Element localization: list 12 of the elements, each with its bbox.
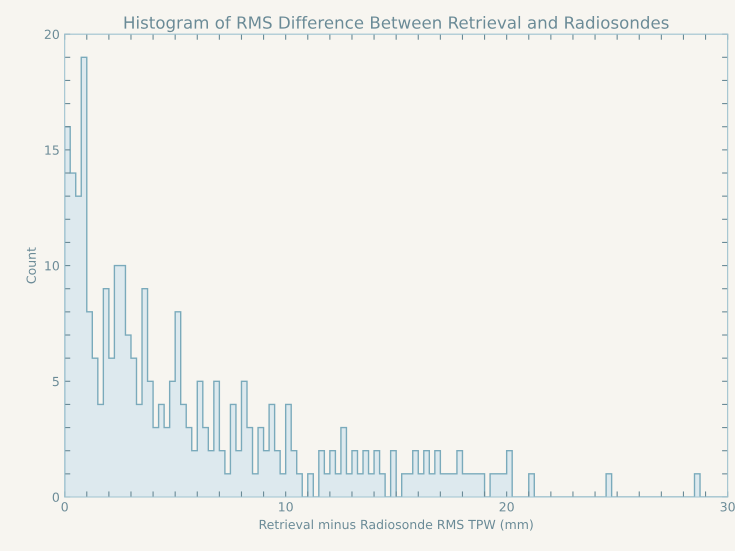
y-tick-label: 10 [45,261,59,271]
x-tick-label: 30 [720,502,735,512]
x-tick-label: 0 [62,502,68,512]
x-tick-label: 20 [500,502,514,512]
y-tick-label: 20 [44,30,59,40]
y-tick-label: 15 [45,146,59,155]
y-tick-label: 5 [52,376,59,386]
chart-title: Histogram of RMS Difference Between Retrieval and Radiosondes [124,16,669,32]
x-tick-label: 10 [279,502,293,512]
y-tick-label: 0 [52,492,59,502]
x-axis-title: Retrieval minus Radiosonde RMS TPW (mm) [260,520,533,531]
y-axis-title: Count [26,247,36,284]
